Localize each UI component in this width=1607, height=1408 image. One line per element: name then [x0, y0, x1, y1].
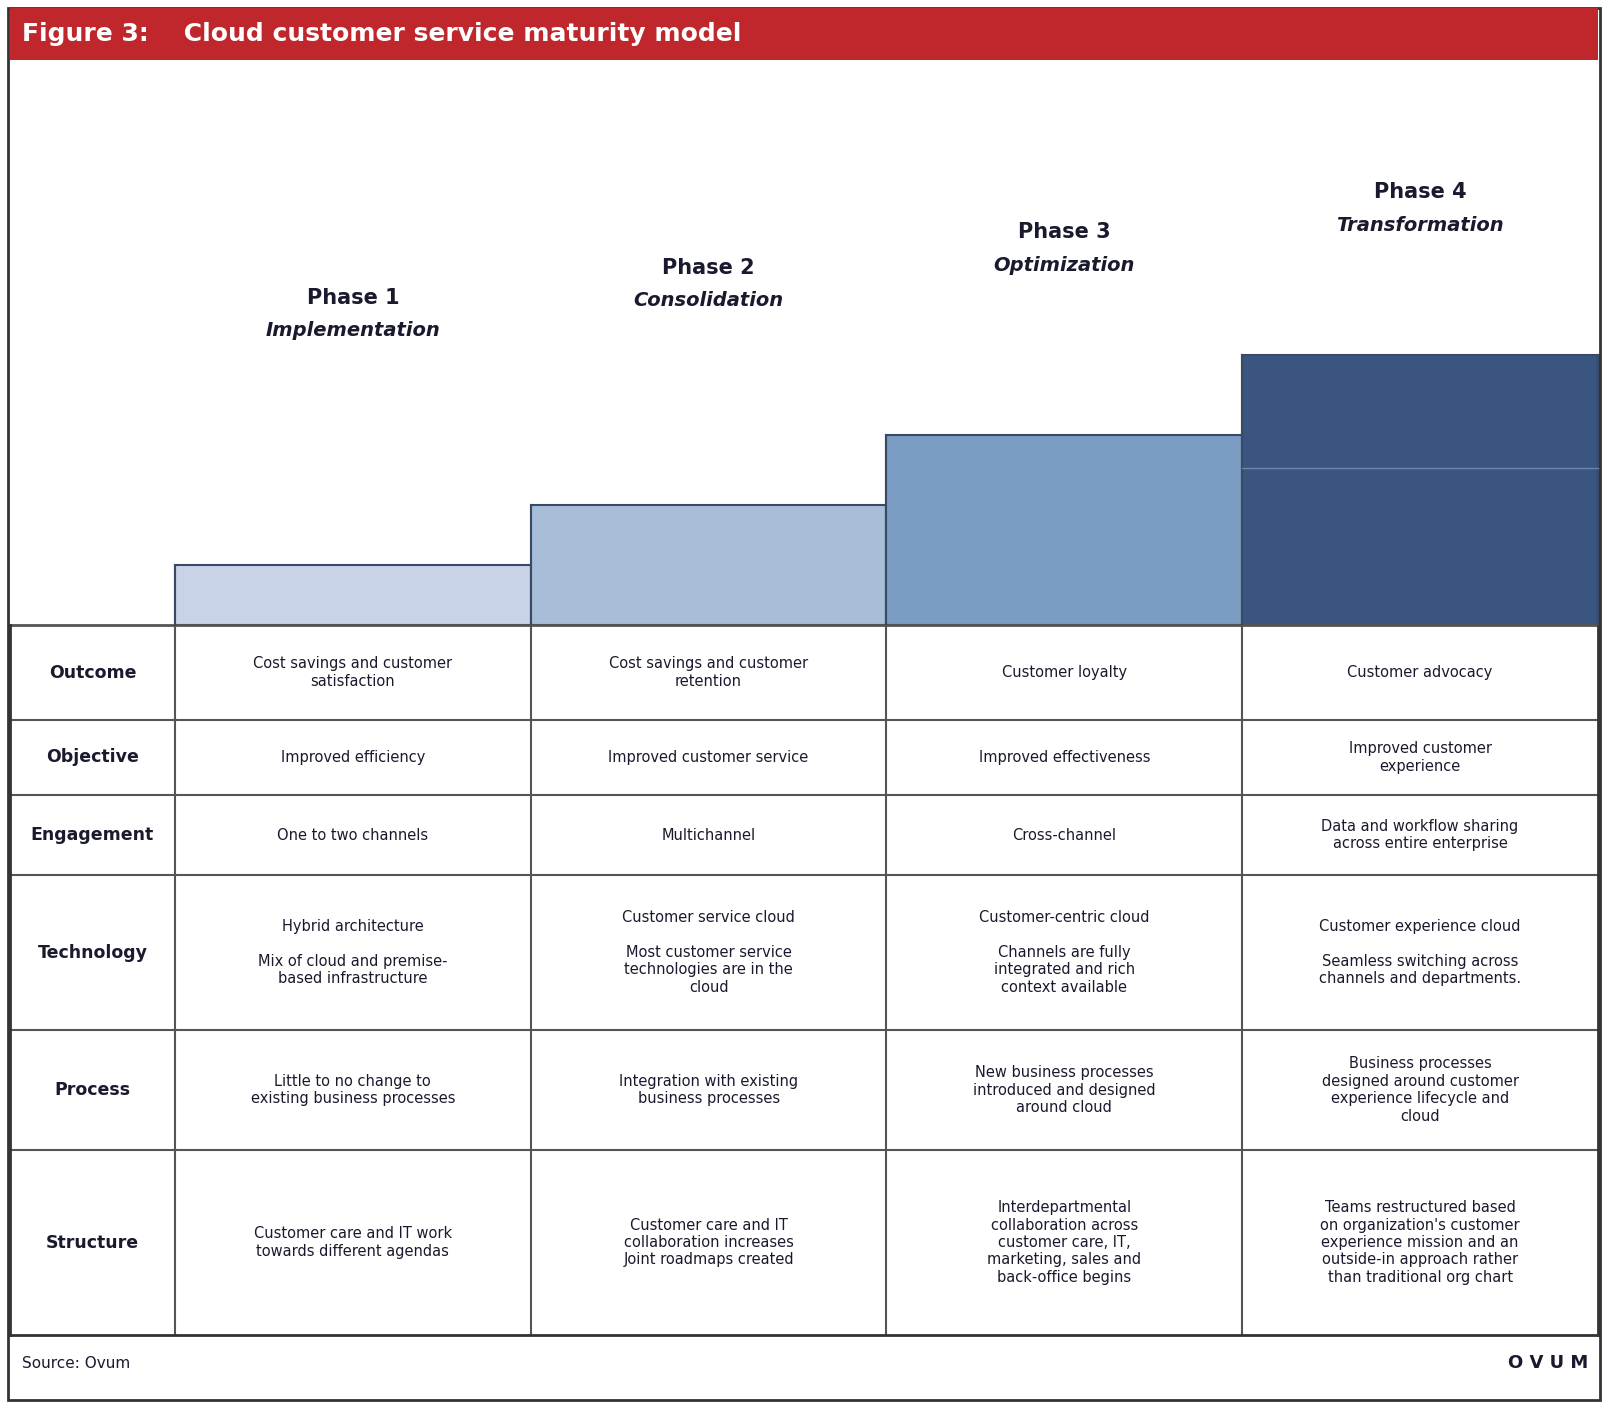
Text: Engagement: Engagement [31, 826, 154, 843]
Bar [885, 435, 1242, 625]
Text: Cost savings and customer
satisfaction: Cost savings and customer satisfaction [254, 656, 452, 689]
Bar [1242, 355, 1597, 625]
Text: Source: Ovum: Source: Ovum [22, 1356, 130, 1371]
Text: Phase 1: Phase 1 [307, 287, 399, 307]
Text: Multichannel: Multichannel [660, 828, 755, 842]
Text: Objective: Objective [47, 749, 138, 766]
Text: Customer service cloud

Most customer service
technologies are in the
cloud: Customer service cloud Most customer ser… [622, 910, 794, 995]
Bar [10, 8, 1597, 61]
Text: Transformation: Transformation [1335, 215, 1503, 235]
Text: Improved customer
experience: Improved customer experience [1348, 741, 1491, 774]
Text: Figure 3:    Cloud customer service maturity model: Figure 3: Cloud customer service maturit… [22, 23, 741, 46]
Text: Data and workflow sharing
across entire enterprise: Data and workflow sharing across entire … [1321, 819, 1517, 852]
Text: Customer care and IT work
towards different agendas: Customer care and IT work towards differ… [254, 1226, 452, 1259]
Text: Improved effectiveness: Improved effectiveness [979, 750, 1149, 765]
Text: One to two channels: One to two channels [276, 828, 427, 842]
Text: Technology: Technology [37, 943, 148, 962]
Text: Customer experience cloud

Seamless switching across
channels and departments.: Customer experience cloud Seamless switc… [1318, 919, 1520, 986]
Text: Process: Process [55, 1081, 130, 1100]
Text: Little to no change to
existing business processes: Little to no change to existing business… [251, 1074, 455, 1107]
Text: Cost savings and customer
retention: Cost savings and customer retention [609, 656, 808, 689]
Text: Consolidation: Consolidation [633, 291, 783, 310]
Text: Cross-channel: Cross-channel [1012, 828, 1115, 842]
Text: Implementation: Implementation [265, 321, 440, 339]
Bar [175, 565, 530, 625]
Text: Outcome: Outcome [48, 663, 137, 681]
Text: New business processes
introduced and designed
around cloud: New business processes introduced and de… [972, 1064, 1155, 1115]
Text: Customer-centric cloud

Channels are fully
integrated and rich
context available: Customer-centric cloud Channels are full… [979, 910, 1149, 995]
Text: Phase 2: Phase 2 [662, 258, 754, 277]
Text: Interdepartmental
collaboration across
customer care, IT,
marketing, sales and
b: Interdepartmental collaboration across c… [987, 1200, 1141, 1284]
Text: Phase 4: Phase 4 [1372, 183, 1466, 203]
Text: Customer care and IT
collaboration increases
Joint roadmaps created: Customer care and IT collaboration incre… [624, 1218, 794, 1267]
Text: Improved customer service: Improved customer service [607, 750, 808, 765]
Text: Phase 3: Phase 3 [1017, 222, 1110, 242]
Text: Optimization: Optimization [993, 256, 1135, 275]
Text: Structure: Structure [47, 1233, 138, 1252]
Text: O V U M: O V U M [1507, 1354, 1588, 1373]
Text: Customer advocacy: Customer advocacy [1347, 665, 1491, 680]
Text: Improved efficiency: Improved efficiency [281, 750, 424, 765]
Text: Business processes
designed around customer
experience lifecycle and
cloud: Business processes designed around custo… [1321, 1056, 1517, 1124]
Text: Hybrid architecture

Mix of cloud and premise-
based infrastructure: Hybrid architecture Mix of cloud and pre… [259, 919, 447, 986]
Text: Customer loyalty: Customer loyalty [1001, 665, 1127, 680]
Text: Teams restructured based
on organization's customer
experience mission and an
ou: Teams restructured based on organization… [1319, 1200, 1519, 1284]
Text: Integration with existing
business processes: Integration with existing business proce… [619, 1074, 797, 1107]
Bar [530, 505, 885, 625]
